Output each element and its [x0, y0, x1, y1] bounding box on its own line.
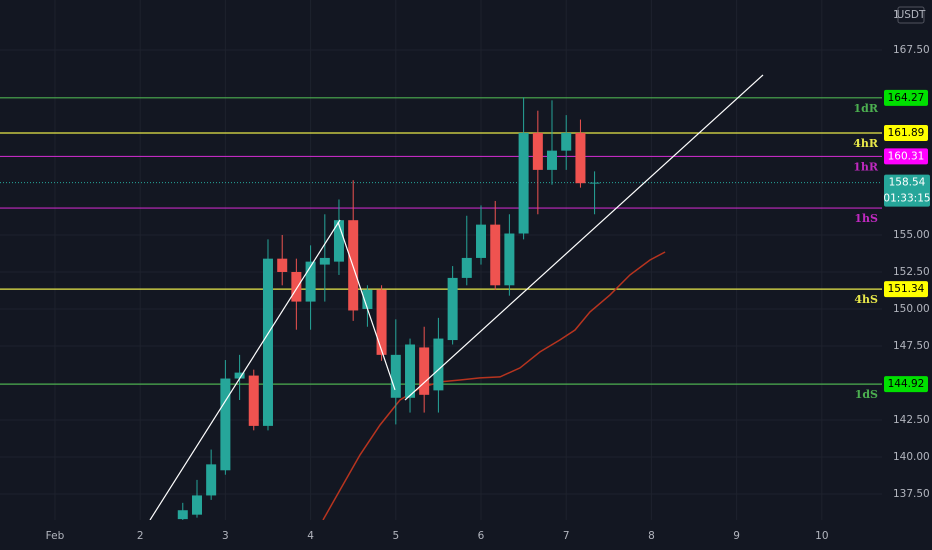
price-tag-label: 160.31	[888, 150, 925, 162]
candle-body	[518, 132, 529, 234]
candle-body	[405, 344, 416, 398]
candle-body	[234, 372, 245, 379]
moving-average	[322, 251, 666, 520]
current-price-label: 158.54	[889, 177, 926, 189]
price-tag	[884, 148, 928, 165]
candle-body	[476, 224, 487, 258]
price-tag-label: 144.92	[888, 378, 925, 390]
level-label: 1dS	[855, 388, 878, 401]
level-label: 1hR	[853, 160, 879, 173]
candle-body	[546, 150, 557, 170]
x-tick-label: 6	[478, 530, 485, 542]
x-tick-label: 3	[222, 530, 229, 542]
level-label: 4hR	[853, 137, 879, 150]
x-tick-label: 8	[648, 530, 655, 542]
candle-body	[333, 220, 344, 262]
candle-body	[433, 338, 444, 391]
scale-mode: 1	[893, 9, 900, 21]
currency-box	[897, 6, 925, 24]
level-label: 1hS	[854, 212, 878, 225]
candle-body	[461, 257, 472, 278]
price-tag	[884, 174, 930, 207]
candle-body	[532, 132, 543, 170]
price-tag-label: 151.34	[888, 283, 925, 295]
price-tag	[884, 125, 928, 142]
x-tick-label: 9	[733, 530, 740, 542]
candle-body	[575, 132, 586, 184]
trendline	[404, 74, 764, 401]
candle-body	[192, 495, 203, 515]
y-tick-label: 142.50	[893, 414, 930, 426]
level-label: 4hS	[854, 293, 878, 306]
y-tick-label: 152.50	[893, 266, 930, 278]
candle-body	[177, 510, 188, 520]
candle-body	[248, 375, 259, 426]
price-tag-label: 164.27	[888, 92, 925, 104]
x-tick-label: 7	[563, 530, 570, 542]
candle-body	[277, 258, 288, 272]
y-tick-label: 167.50	[893, 44, 930, 56]
y-tick-label: 147.50	[893, 340, 930, 352]
y-tick-label: 150.00	[893, 303, 930, 315]
price-tag	[884, 281, 928, 298]
candle-body	[291, 271, 302, 302]
x-tick-label: 4	[307, 530, 314, 542]
x-tick-label: Feb	[46, 530, 65, 542]
x-tick-label: 2	[137, 530, 144, 542]
candle-body	[262, 258, 273, 426]
x-tick-label: 5	[392, 530, 399, 542]
candle-body	[419, 347, 430, 395]
plot-area: 1dR 4hR 1hR 1hS 4hS 1dS	[0, 74, 882, 520]
candle-body	[447, 277, 458, 341]
candle-body	[589, 182, 600, 184]
currency: USDT	[897, 9, 926, 21]
candle-body	[206, 464, 217, 496]
candle-body	[376, 289, 387, 355]
candle-body	[319, 257, 330, 265]
countdown: 01:33:15	[883, 193, 930, 205]
candle-body	[390, 354, 401, 398]
candle-body	[561, 132, 572, 151]
candle-body	[490, 224, 501, 286]
level-label: 1dR	[854, 102, 879, 115]
price-tag	[884, 376, 928, 393]
candle-body	[305, 261, 316, 302]
candle-body	[362, 289, 373, 309]
price-tag-label: 161.89	[888, 127, 925, 139]
candle-body	[504, 233, 515, 286]
price-tag	[884, 89, 928, 106]
trendline	[337, 221, 396, 391]
candle-body	[220, 378, 231, 471]
y-tick-label: 140.00	[893, 451, 930, 463]
trendline	[149, 219, 341, 520]
y-tick-label: 155.00	[893, 229, 930, 241]
y-tick-label: 137.50	[893, 488, 930, 500]
x-tick-label: 10	[815, 530, 828, 542]
axis: 137.50 140.00 142.50 147.50 150.00 152.50 155.…	[46, 44, 931, 542]
